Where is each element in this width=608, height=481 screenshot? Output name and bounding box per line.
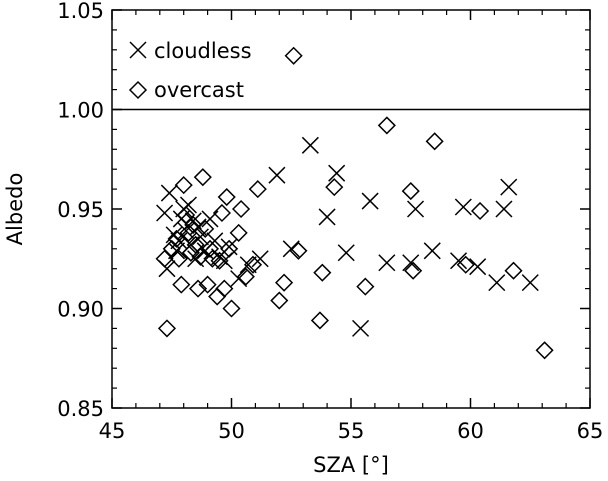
overcast-point bbox=[289, 241, 308, 260]
cloudless-point bbox=[328, 164, 346, 182]
overcast-point bbox=[181, 243, 200, 262]
cloudless-point bbox=[423, 242, 441, 260]
overcast-point bbox=[504, 261, 523, 280]
y-axis-title: Albedo bbox=[3, 173, 27, 246]
cloudless-point bbox=[301, 136, 319, 154]
overcast-point bbox=[220, 239, 239, 258]
overcast-point bbox=[270, 291, 289, 310]
cloudless-point bbox=[469, 258, 487, 276]
x-tick-label: 50 bbox=[218, 419, 245, 443]
cloudless-point bbox=[352, 319, 370, 337]
overcast-point bbox=[425, 132, 444, 151]
overcast-point bbox=[243, 255, 263, 274]
tick-labels: 45 50 55 60 65 0.85 0.90 0.95 1.00 1.05 bbox=[57, 0, 603, 443]
overcast-point bbox=[210, 251, 229, 270]
cloudless-point bbox=[268, 166, 286, 184]
cloudless-point bbox=[239, 256, 257, 274]
overcast-point bbox=[229, 223, 248, 242]
y-tick-label: 0.85 bbox=[57, 397, 104, 421]
axis-ticks bbox=[111, 9, 591, 409]
overcast-point bbox=[217, 187, 236, 207]
cloudless-point bbox=[170, 232, 188, 250]
overcast-point bbox=[177, 205, 196, 225]
overcast-point bbox=[275, 273, 294, 292]
legend-marker-overcast bbox=[128, 80, 148, 100]
x-tick-label: 65 bbox=[577, 419, 604, 443]
overcast-point bbox=[377, 116, 396, 135]
cloudless-point bbox=[378, 254, 396, 272]
overcast-point bbox=[222, 299, 241, 318]
overcast-point bbox=[313, 263, 332, 282]
cloudless-point bbox=[251, 250, 269, 268]
overcast-point bbox=[188, 279, 208, 298]
cloudless-point bbox=[450, 252, 468, 270]
overcast-point bbox=[155, 249, 174, 268]
cloudless-point bbox=[454, 198, 472, 216]
legend-label-overcast: overcast bbox=[154, 78, 244, 102]
overcast-point bbox=[470, 201, 490, 221]
overcast-point bbox=[248, 180, 267, 199]
overcast-point bbox=[535, 341, 554, 360]
overcast-point bbox=[208, 287, 227, 306]
cloudless-point bbox=[495, 200, 513, 218]
y-tick-label: 1.05 bbox=[57, 0, 104, 23]
legend-marker-cloudless bbox=[129, 41, 147, 59]
cloudless-point bbox=[406, 200, 425, 218]
cloudless-point bbox=[201, 210, 219, 228]
cloudless-point bbox=[521, 274, 539, 292]
overcast-point bbox=[325, 178, 344, 197]
overcast-point bbox=[193, 168, 212, 187]
overcast-point bbox=[191, 247, 210, 266]
cloudless-point bbox=[337, 244, 355, 262]
cloudless-point bbox=[206, 232, 224, 250]
legend-label-cloudless: cloudless bbox=[154, 39, 252, 63]
overcast-point bbox=[184, 215, 203, 234]
overcast-point bbox=[157, 319, 177, 338]
x-tick-label: 55 bbox=[338, 419, 365, 443]
overcast-point bbox=[236, 267, 255, 286]
overcast-point bbox=[215, 279, 234, 298]
data-markers bbox=[155, 46, 554, 360]
overcast-point bbox=[203, 249, 222, 268]
overcast-point bbox=[401, 182, 420, 201]
overcast-point bbox=[310, 311, 329, 330]
overcast-point bbox=[456, 255, 475, 274]
overcast-point bbox=[404, 261, 423, 280]
y-tick-label: 0.95 bbox=[57, 198, 104, 222]
overcast-point bbox=[172, 275, 191, 294]
cloudless-point bbox=[160, 184, 178, 202]
overcast-point bbox=[212, 203, 232, 223]
x-tick-label: 60 bbox=[457, 419, 484, 443]
overcast-point bbox=[231, 199, 251, 219]
cloudless-point bbox=[156, 204, 174, 222]
cloudless-point bbox=[230, 270, 248, 288]
overcast-point bbox=[169, 249, 188, 268]
overcast-point bbox=[179, 223, 198, 242]
overcast-point bbox=[198, 275, 217, 294]
overcast-point bbox=[174, 176, 193, 195]
y-tick-label: 0.90 bbox=[57, 298, 104, 322]
cloudless-point bbox=[500, 178, 518, 196]
overcast-point bbox=[284, 46, 303, 65]
overcast-point bbox=[167, 229, 186, 248]
cloudless-point bbox=[282, 240, 300, 258]
overcast-point bbox=[356, 277, 375, 296]
cloudless-point bbox=[402, 254, 420, 272]
x-tick-label: 45 bbox=[99, 419, 126, 443]
cloudless-point bbox=[318, 208, 336, 226]
cloudless-point bbox=[488, 274, 506, 292]
legend: cloudless overcast bbox=[128, 39, 252, 102]
y-tick-label: 1.00 bbox=[57, 99, 104, 123]
cloudless-point bbox=[361, 192, 379, 210]
cloudless-point bbox=[177, 222, 195, 240]
x-axis-title: SZA [°] bbox=[313, 453, 389, 477]
overcast-point bbox=[200, 239, 220, 258]
overcast-point bbox=[196, 219, 215, 238]
